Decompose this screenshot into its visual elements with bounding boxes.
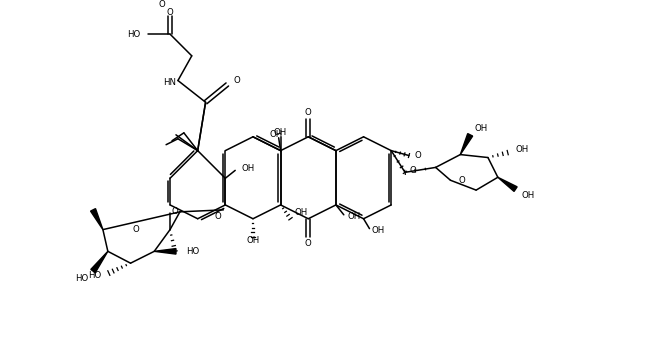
Text: HO: HO bbox=[88, 271, 101, 279]
Text: O: O bbox=[409, 166, 417, 175]
Text: OH: OH bbox=[269, 130, 282, 139]
Text: O: O bbox=[166, 8, 174, 17]
Polygon shape bbox=[154, 248, 176, 254]
Text: O: O bbox=[159, 0, 166, 9]
Text: O: O bbox=[132, 225, 139, 234]
Text: O: O bbox=[415, 151, 422, 160]
Text: OH: OH bbox=[474, 124, 488, 133]
Text: OH: OH bbox=[241, 164, 255, 173]
Text: OH: OH bbox=[372, 226, 385, 235]
Text: OH: OH bbox=[246, 236, 260, 245]
Polygon shape bbox=[91, 209, 103, 230]
Text: OH: OH bbox=[294, 208, 308, 217]
Text: O: O bbox=[305, 108, 312, 117]
Polygon shape bbox=[91, 251, 108, 273]
Text: OH: OH bbox=[516, 145, 529, 154]
Text: O: O bbox=[459, 176, 466, 185]
Text: O: O bbox=[214, 212, 221, 221]
Text: HO: HO bbox=[75, 274, 88, 284]
Polygon shape bbox=[498, 177, 517, 191]
Text: OH: OH bbox=[522, 191, 535, 200]
Text: OH: OH bbox=[348, 212, 361, 221]
Text: HN: HN bbox=[164, 78, 176, 87]
Polygon shape bbox=[461, 133, 472, 154]
Text: O: O bbox=[233, 76, 240, 85]
Text: O: O bbox=[172, 207, 178, 216]
Text: HO: HO bbox=[127, 29, 140, 39]
Text: O: O bbox=[305, 239, 312, 248]
Text: OH: OH bbox=[274, 129, 288, 137]
Text: HO: HO bbox=[186, 247, 199, 256]
